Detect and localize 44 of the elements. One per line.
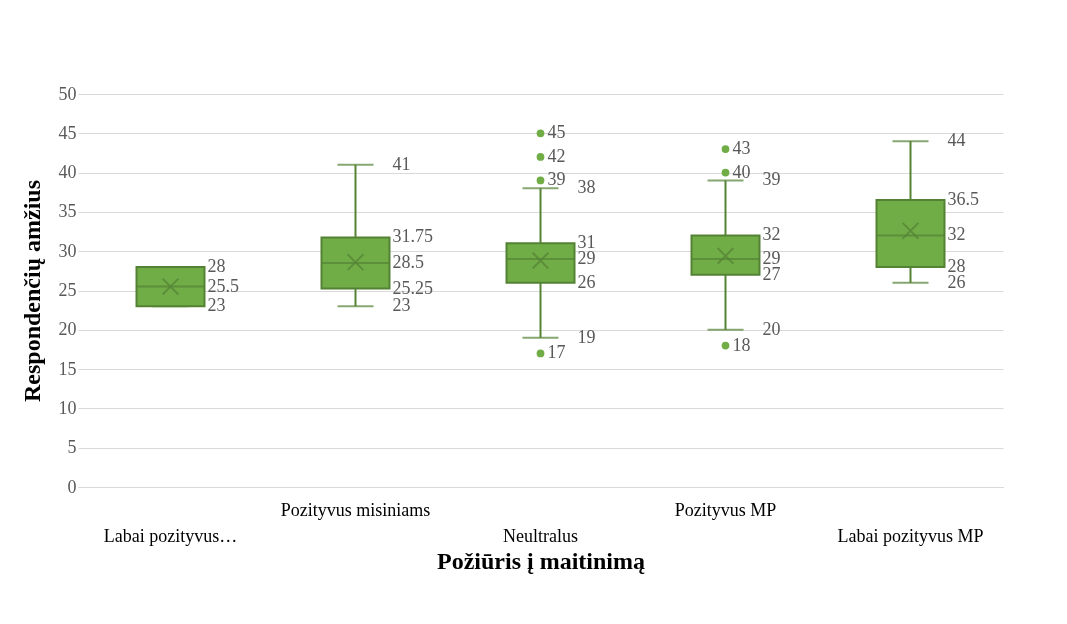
y-tick-label: 45: [58, 122, 77, 143]
annotation: 45: [547, 122, 566, 143]
y-tick-label: 40: [58, 162, 77, 183]
annotation: 38: [577, 177, 596, 198]
annotation: 43: [732, 138, 751, 159]
x-tick-label: Labai pozityvus MP: [837, 526, 984, 546]
x-tick-label: Pozityvus misiniams: [280, 500, 431, 520]
annotation: 39: [547, 169, 566, 190]
annotation: 41: [392, 153, 411, 174]
y-tick-label: 15: [58, 358, 77, 379]
annotation: 23: [207, 295, 226, 316]
annotation: 28: [207, 255, 226, 276]
annotation: 32: [947, 224, 966, 245]
annotation: 28.5: [392, 251, 424, 272]
y-tick-label: 25: [58, 280, 77, 300]
x-tick-label: Neultralus: [503, 526, 578, 546]
annotation: 40: [732, 161, 751, 182]
annotation: 25.5: [207, 275, 239, 296]
y-tick-label: 50: [58, 83, 77, 104]
annotation: 19: [577, 326, 596, 347]
y-axis-title: Respondenčių amžius: [18, 179, 45, 403]
annotation: 18: [732, 334, 751, 355]
y-tick-label: 5: [67, 437, 77, 458]
annotation: 20: [762, 318, 781, 339]
annotation: 29: [577, 248, 596, 269]
y-tick-label: 30: [58, 240, 77, 261]
y-tick-label: 20: [58, 319, 77, 340]
annotation: 27: [762, 263, 781, 284]
annotation: 26: [577, 271, 596, 292]
annotation: 42: [547, 145, 566, 166]
annotation: 31.75: [392, 226, 433, 247]
x-tick-label: Pozityvus MP: [674, 500, 777, 520]
annotation: 39: [762, 169, 781, 190]
annotation: 36.5: [947, 189, 979, 210]
y-tick-label: 35: [58, 201, 77, 222]
annotation: 44: [947, 130, 966, 151]
y-tick-label: 0: [67, 476, 77, 497]
annotation: 23: [392, 295, 411, 316]
x-axis-title: Požiūris į maitinimą: [437, 547, 645, 574]
x-tick-label: Labai pozityvus…: [103, 526, 238, 546]
y-tick-label: 10: [58, 397, 77, 418]
annotation: 17: [547, 342, 566, 363]
annotation: 25.25: [392, 277, 433, 298]
annotation: 32: [762, 224, 781, 245]
